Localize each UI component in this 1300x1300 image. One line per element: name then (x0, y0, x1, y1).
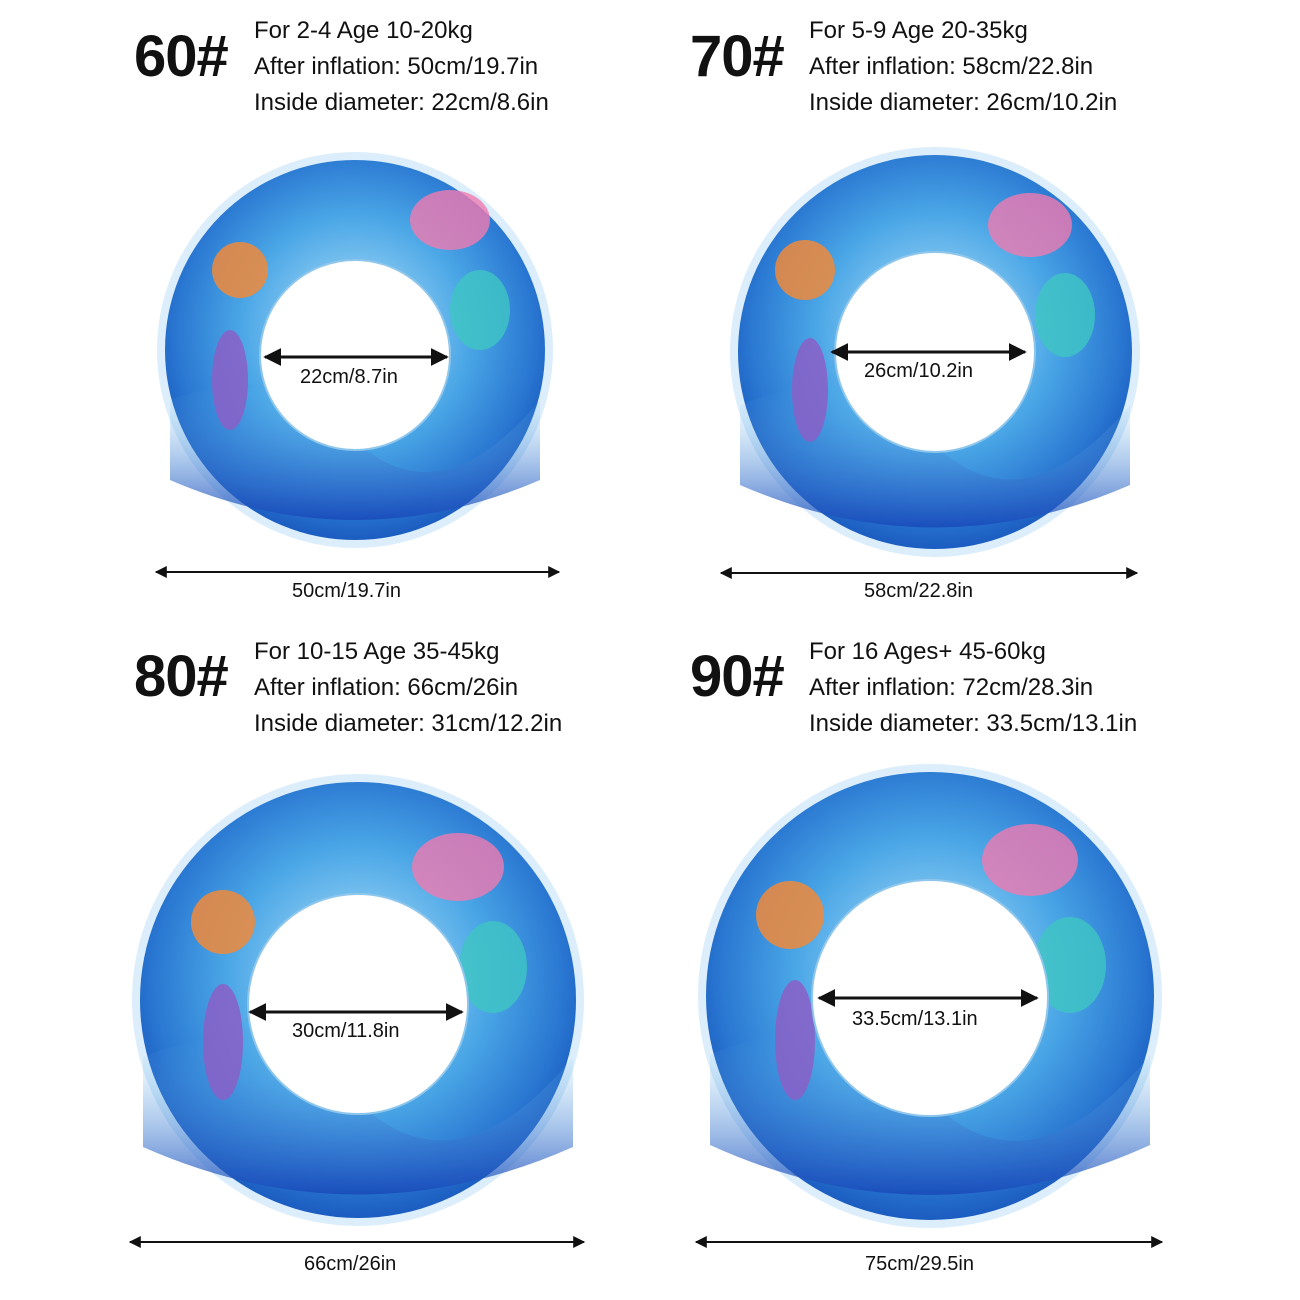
size-code-60: 60# (134, 24, 229, 89)
swim-ring-image (132, 774, 584, 1226)
spec-after-inflation: After inflation: 50cm/19.7in (254, 53, 539, 80)
inner-diameter-label: 22cm/8.7in (300, 366, 398, 388)
inner-diameter-label: 30cm/11.8in (292, 1020, 400, 1042)
swim-ring-image (157, 152, 553, 548)
outer-diameter-label: 75cm/29.5in (865, 1253, 974, 1275)
outer-diameter-arrow (719, 567, 1139, 579)
outer-diameter-arrow (154, 566, 561, 578)
inner-diameter-label: 33.5cm/13.1in (852, 1008, 978, 1030)
size-code-90: 90# (690, 644, 785, 709)
size-code-80: 80# (134, 644, 229, 709)
spec-age-weight: For 2-4 Age 10-20kg (254, 17, 473, 44)
spec-age-weight: For 5-9 Age 20-35kg (809, 17, 1028, 44)
spec-inside-diameter: Inside diameter: 31cm/12.2in (254, 710, 563, 737)
swim-ring-shape (132, 774, 584, 1226)
outer-diameter-label: 50cm/19.7in (292, 580, 401, 602)
spec-after-inflation: After inflation: 58cm/22.8in (809, 53, 1094, 80)
spec-inside-diameter: Inside diameter: 33.5cm/13.1in (809, 710, 1138, 737)
swim-ring-image (698, 764, 1162, 1228)
spec-age-weight: For 16 Ages+ 45-60kg (809, 638, 1046, 665)
swim-ring-shape (698, 764, 1162, 1228)
outer-diameter-arrow (694, 1236, 1164, 1248)
spec-after-inflation: After inflation: 72cm/28.3in (809, 674, 1094, 701)
outer-diameter-arrow (128, 1236, 586, 1248)
swim-ring-shape (157, 152, 553, 548)
outer-diameter-label: 66cm/26in (304, 1253, 397, 1275)
spec-age-weight: For 10-15 Age 35-45kg (254, 638, 500, 665)
spec-inside-diameter: Inside diameter: 22cm/8.6in (254, 89, 549, 116)
spec-inside-diameter: Inside diameter: 26cm/10.2in (809, 89, 1118, 116)
outer-diameter-label: 58cm/22.8in (864, 580, 973, 602)
spec-after-inflation: After inflation: 66cm/26in (254, 674, 519, 701)
size-code-70: 70# (690, 24, 785, 89)
swim-ring-image (730, 147, 1140, 557)
inner-diameter-label: 26cm/10.2in (864, 360, 973, 382)
